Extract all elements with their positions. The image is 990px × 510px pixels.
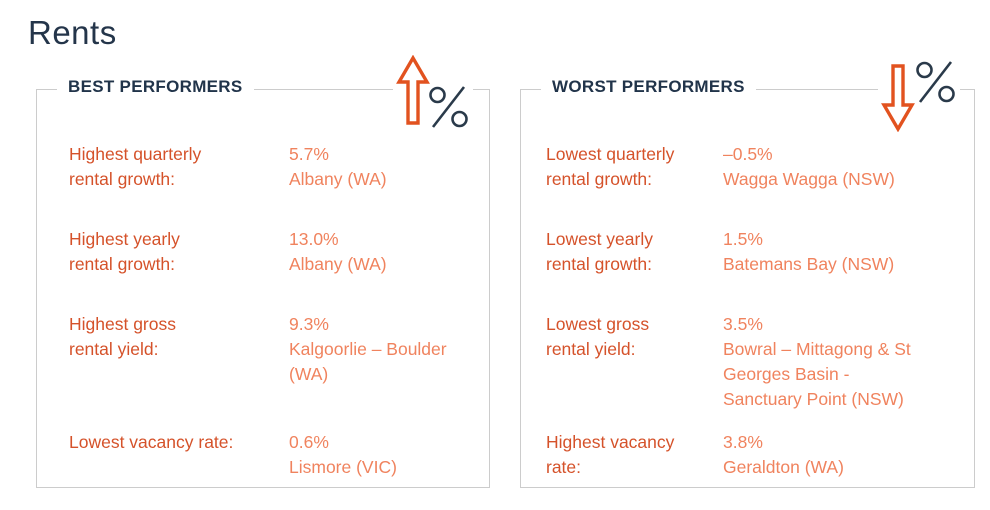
stat-row: Highest vacancy rate: 3.8% Geraldton (WA…: [546, 430, 844, 480]
page-title: Rents: [28, 14, 117, 51]
stat-location: Geraldton (WA): [723, 457, 844, 477]
stat-percentage: –0.5%: [723, 144, 773, 164]
stat-location: Bowral – Mittagong & St Georges Basin - …: [723, 339, 911, 409]
stat-location: Wagga Wagga (NSW): [723, 169, 895, 189]
stat-percentage: 13.0%: [289, 229, 339, 249]
stat-location: Albany (WA): [289, 254, 387, 274]
stat-label: Highest quarterly rental growth:: [69, 144, 202, 189]
best-performers-panel: BEST PERFORMERS Highest quarterly rental…: [36, 55, 490, 488]
worst-performers-panel: WORST PERFORMERS Lowest quarterly rental…: [520, 59, 975, 488]
percent-down-icon: [878, 59, 960, 132]
stat-value: 3.8% Geraldton (WA): [723, 430, 844, 480]
stat-label: Highest vacancy rate:: [546, 432, 675, 477]
stat-percentage: 9.3%: [289, 314, 329, 334]
stat-value: 5.7% Albany (WA): [289, 142, 387, 192]
stat-row: Highest gross rental yield: 9.3% Kalgoor…: [69, 312, 447, 387]
percent-up-icon: [393, 55, 473, 131]
stat-percentage: 3.8%: [723, 432, 763, 452]
stat-value: 3.5% Bowral – Mittagong & St Georges Bas…: [723, 312, 911, 412]
worst-performers-heading: WORST PERFORMERS: [541, 77, 756, 97]
best-performers-heading: BEST PERFORMERS: [57, 77, 254, 97]
stat-value: 1.5% Batemans Bay (NSW): [723, 227, 894, 277]
stat-label: Lowest gross rental yield:: [546, 314, 650, 359]
stat-location: Kalgoorlie – Boulder (WA): [289, 339, 447, 384]
down-arrow-icon: [881, 64, 915, 132]
stat-value: 9.3% Kalgoorlie – Boulder (WA): [289, 312, 447, 387]
stat-value: 13.0% Albany (WA): [289, 227, 387, 277]
percent-icon: [916, 61, 955, 103]
stat-row: Highest yearly rental growth: 13.0% Alba…: [69, 227, 387, 277]
stat-percentage: 3.5%: [723, 314, 763, 334]
stat-value: –0.5% Wagga Wagga (NSW): [723, 142, 895, 192]
stat-row: Highest quarterly rental growth: 5.7% Al…: [69, 142, 387, 192]
stat-row: Lowest quarterly rental growth: –0.5% Wa…: [546, 142, 895, 192]
stat-row: Lowest gross rental yield: 3.5% Bowral –…: [546, 312, 911, 412]
up-arrow-icon: [396, 55, 430, 125]
stat-percentage: 0.6%: [289, 432, 329, 452]
stat-label: Lowest quarterly rental growth:: [546, 144, 675, 189]
stat-label: Lowest yearly rental growth:: [546, 229, 653, 274]
stat-label: Highest gross rental yield:: [69, 314, 176, 359]
stat-label: Lowest vacancy rate:: [69, 432, 234, 452]
stat-row: Lowest vacancy rate: 0.6% Lismore (VIC): [69, 430, 397, 480]
stat-value: 0.6% Lismore (VIC): [289, 430, 397, 480]
stat-location: Lismore (VIC): [289, 457, 397, 477]
stat-percentage: 1.5%: [723, 229, 763, 249]
stat-row: Lowest yearly rental growth: 1.5% Batema…: [546, 227, 894, 277]
stat-percentage: 5.7%: [289, 144, 329, 164]
percent-icon: [429, 86, 468, 128]
stat-label: Highest yearly rental growth:: [69, 229, 180, 274]
stat-location: Batemans Bay (NSW): [723, 254, 895, 274]
stat-location: Albany (WA): [289, 169, 387, 189]
